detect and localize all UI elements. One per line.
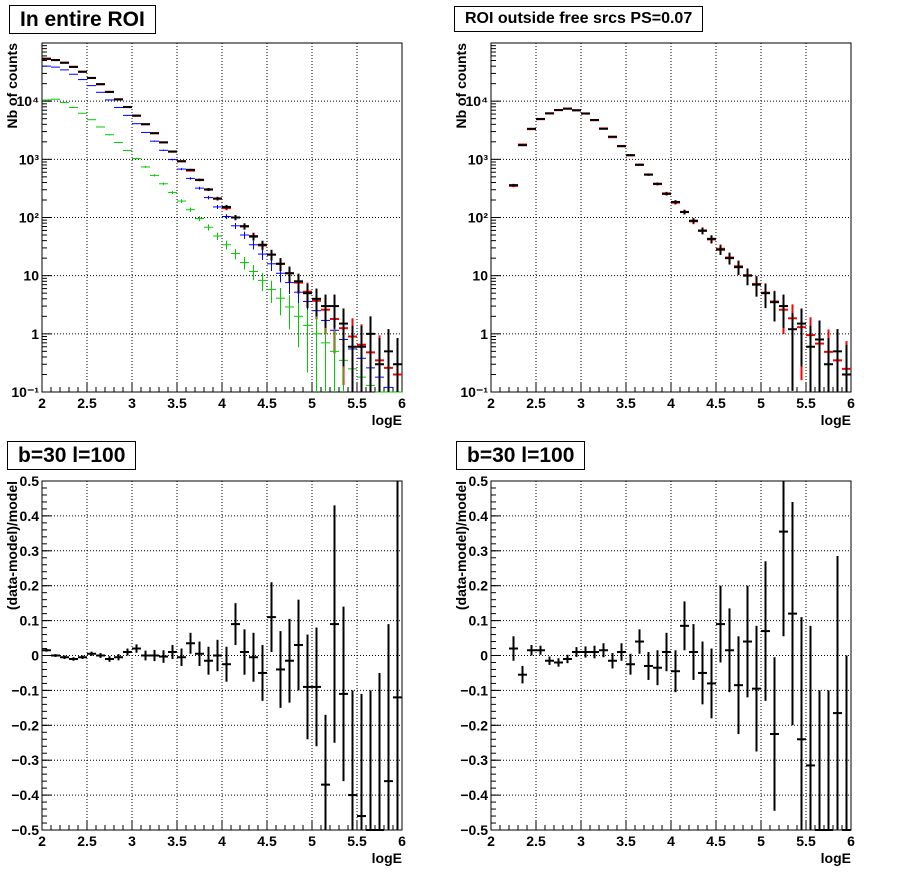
y-tick-label: 0.5 (469, 473, 489, 489)
x-tick-label: 4.5 (257, 395, 277, 411)
panel-title-top-right: ROI outside free srcs PS=0.07 (454, 6, 704, 32)
panel-title-bottom-left: b=30 l=100 (7, 441, 137, 470)
x-tick-label: 4 (667, 833, 675, 849)
x-tick-label: 3.5 (616, 395, 636, 411)
y-tick-label: 0.3 (20, 543, 40, 559)
plot-frame (41, 480, 403, 831)
y-tick-label: −0.3 (11, 752, 39, 768)
x-tick-label: 3.5 (167, 395, 187, 411)
x-tick-label: 4.5 (257, 833, 277, 849)
y-tick-label: 10² (468, 210, 489, 226)
x-tick-label: 4.5 (706, 395, 726, 411)
x-tick-label: 5.5 (347, 395, 367, 411)
y-tick-label: −0.2 (460, 717, 488, 733)
x-tick-label: 2.5 (526, 833, 546, 849)
x-axis-label: logE (821, 412, 851, 428)
x-tick-label: 3 (577, 833, 585, 849)
x-tick-label: 6 (847, 833, 855, 849)
x-tick-label: 5.5 (347, 833, 367, 849)
y-tick-label: 10⁻¹ (460, 384, 488, 400)
x-tick-label: 4 (218, 833, 226, 849)
y-tick-label: −0.1 (11, 682, 39, 698)
y-tick-label: −0.1 (460, 682, 488, 698)
x-tick-label: 2 (38, 833, 46, 849)
y-tick-label: 0.5 (20, 473, 40, 489)
y-tick-label: 10⁴ (17, 93, 40, 109)
plot-frame (490, 42, 852, 393)
panel-title-top-left: In entire ROI (9, 5, 156, 34)
y-axis-label: (data-model)/model (453, 481, 469, 610)
x-tick-label: 3 (577, 395, 585, 411)
x-tick-label: 2 (487, 833, 495, 849)
x-tick-label: 6 (847, 395, 855, 411)
y-tick-label: −0.3 (460, 752, 488, 768)
x-tick-label: 6 (398, 395, 406, 411)
x-tick-label: 6 (398, 833, 406, 849)
x-tick-label: 5 (757, 395, 765, 411)
y-tick-label: 0.4 (469, 508, 489, 524)
x-tick-label: 2 (487, 395, 495, 411)
x-tick-label: 2.5 (526, 395, 546, 411)
x-tick-label: 2 (38, 395, 46, 411)
y-tick-label: 10⁻¹ (11, 384, 39, 400)
y-tick-label: 0 (31, 648, 39, 664)
x-axis-label: logE (821, 850, 851, 866)
y-tick-label: 0.1 (469, 613, 489, 629)
y-tick-label: 1 (31, 326, 39, 342)
x-axis-label: logE (372, 850, 402, 866)
x-tick-label: 5 (308, 395, 316, 411)
x-tick-label: 3.5 (167, 833, 187, 849)
x-tick-label: 3 (128, 833, 136, 849)
y-tick-label: −0.5 (460, 822, 488, 838)
x-tick-label: 2.5 (77, 833, 97, 849)
y-tick-label: 10² (19, 210, 40, 226)
plot-frame (41, 42, 403, 393)
y-axis-label: (data-model)/model (4, 481, 20, 610)
y-tick-label: −0.4 (11, 787, 39, 803)
y-tick-label: 10³ (19, 151, 40, 167)
y-tick-label: 0.2 (469, 578, 489, 594)
y-tick-label: 0.2 (20, 578, 40, 594)
x-tick-label: 2.5 (77, 395, 97, 411)
y-tick-label: 0.4 (20, 508, 40, 524)
y-tick-label: 0.3 (469, 543, 489, 559)
y-axis-label: Nb of counts (453, 43, 469, 129)
y-tick-label: −0.5 (11, 822, 39, 838)
y-tick-label: −0.4 (460, 787, 488, 803)
x-tick-label: 3 (128, 395, 136, 411)
y-tick-label: 10⁴ (466, 93, 489, 109)
y-tick-label: 1 (480, 326, 488, 342)
x-tick-label: 3.5 (616, 833, 636, 849)
x-axis-label: logE (372, 412, 402, 428)
x-tick-label: 5 (308, 833, 316, 849)
y-tick-label: 10 (472, 268, 488, 284)
y-tick-label: 0 (480, 648, 488, 664)
x-tick-label: 5.5 (796, 833, 816, 849)
y-tick-label: −0.2 (11, 717, 39, 733)
y-axis-label: Nb of counts (4, 43, 20, 129)
y-tick-label: 10 (23, 268, 39, 284)
y-tick-label: 10³ (468, 151, 489, 167)
panel-title-bottom-right: b=30 l=100 (456, 441, 586, 470)
x-tick-label: 5 (757, 833, 765, 849)
x-tick-label: 5.5 (796, 395, 816, 411)
x-tick-label: 4.5 (706, 833, 726, 849)
y-tick-label: 0.1 (20, 613, 40, 629)
x-tick-label: 4 (667, 395, 675, 411)
x-tick-label: 4 (218, 395, 226, 411)
plot-frame (490, 480, 852, 831)
